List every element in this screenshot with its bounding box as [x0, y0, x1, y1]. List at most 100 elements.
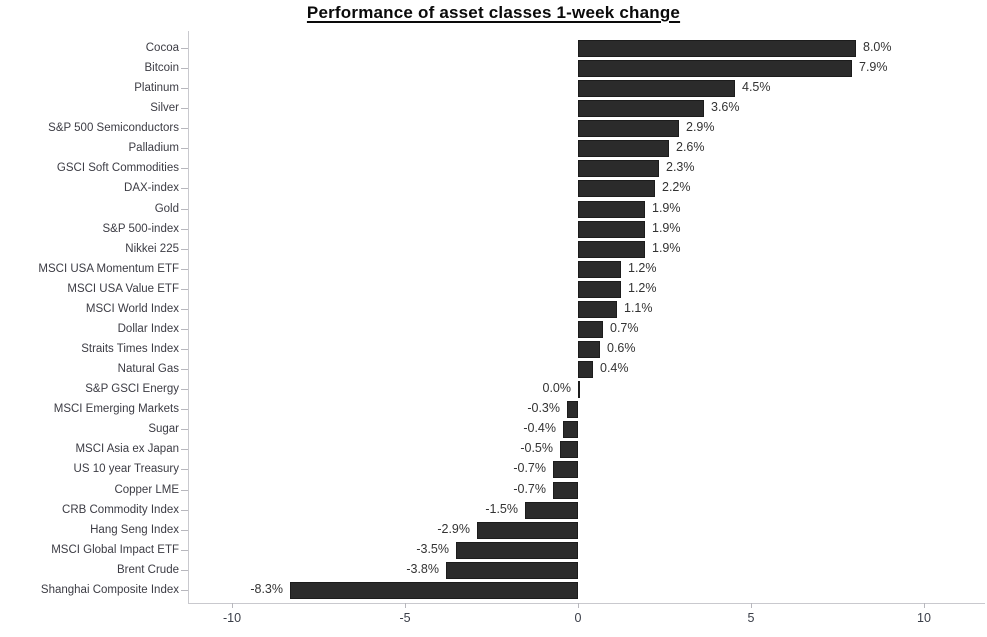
- category-label: S&P GSCI Energy: [85, 383, 179, 395]
- bar: [290, 582, 578, 599]
- bar: [578, 301, 617, 318]
- category-tick-mark: [181, 108, 188, 109]
- value-label: -3.8%: [406, 562, 439, 576]
- value-label: 0.6%: [607, 341, 636, 355]
- category-tick-mark: [181, 148, 188, 149]
- x-axis-tick-mark: [405, 603, 406, 608]
- category-tick-mark: [181, 289, 188, 290]
- category-tick-mark: [181, 429, 188, 430]
- bar: [578, 261, 621, 278]
- bar: [477, 522, 578, 539]
- bar: [578, 180, 655, 197]
- value-label: 1.9%: [652, 221, 681, 235]
- value-label: -2.9%: [437, 522, 470, 536]
- category-label: Bitcoin: [144, 62, 179, 74]
- x-axis-tick-mark: [751, 603, 752, 608]
- category-tick-mark: [181, 469, 188, 470]
- category-label: MSCI World Index: [85, 303, 179, 315]
- category-tick-mark: [181, 209, 188, 210]
- value-label: 0.0%: [542, 381, 572, 395]
- category-label: Hang Seng Index: [90, 524, 179, 536]
- bar: [578, 40, 856, 57]
- category-label: US 10 year Treasury: [73, 463, 179, 475]
- category-tick-mark: [181, 249, 188, 250]
- value-label: -0.7%: [513, 482, 546, 496]
- category-tick-mark: [181, 389, 188, 390]
- bar: [446, 562, 578, 579]
- category-label: Silver: [150, 102, 179, 114]
- bar: [578, 80, 735, 97]
- x-axis-line: [188, 603, 985, 604]
- value-label: 1.1%: [624, 301, 653, 315]
- category-tick-mark: [181, 490, 188, 491]
- category-label: Palladium: [128, 142, 180, 154]
- value-label: -8.3%: [250, 582, 283, 596]
- category-label: Sugar: [148, 423, 179, 435]
- bar: [578, 140, 669, 157]
- x-axis-tick-label: -5: [399, 611, 411, 625]
- value-label: -1.5%: [485, 502, 518, 516]
- category-tick-mark: [181, 48, 188, 49]
- bar: [456, 542, 578, 559]
- category-tick-mark: [181, 329, 188, 330]
- value-label: 7.9%: [859, 60, 888, 74]
- category-label: S&P 500-index: [102, 223, 179, 235]
- category-label: MSCI Asia ex Japan: [75, 443, 179, 455]
- value-label: -0.3%: [527, 401, 560, 415]
- category-tick-mark: [181, 530, 188, 531]
- value-label: 1.9%: [652, 241, 681, 255]
- bar: [578, 321, 603, 338]
- category-label: MSCI Global Impact ETF: [51, 544, 179, 556]
- category-tick-mark: [181, 349, 188, 350]
- value-label: 2.9%: [686, 120, 715, 134]
- category-tick-mark: [181, 188, 188, 189]
- category-tick-mark: [181, 550, 188, 551]
- bar: [578, 201, 645, 218]
- category-label: S&P 500 Semiconductors: [48, 122, 179, 134]
- x-axis-tick-mark: [924, 603, 925, 608]
- y-axis-spine: [188, 31, 189, 603]
- x-axis-tick-mark: [578, 603, 579, 608]
- bar: [553, 482, 578, 499]
- category-label: Copper LME: [114, 484, 179, 496]
- bar: [578, 361, 593, 378]
- bar: [578, 341, 600, 358]
- value-label: 2.6%: [676, 140, 705, 154]
- bar: [578, 160, 659, 177]
- bar: [553, 461, 578, 478]
- category-tick-mark: [181, 168, 188, 169]
- value-label: 8.0%: [863, 40, 892, 54]
- category-tick-mark: [181, 369, 188, 370]
- category-label: Natural Gas: [117, 363, 179, 375]
- category-label: MSCI USA Momentum ETF: [38, 263, 179, 275]
- value-label: 1.2%: [628, 261, 657, 275]
- category-tick-mark: [181, 88, 188, 89]
- bar: [578, 120, 679, 137]
- value-label: -3.5%: [416, 542, 449, 556]
- bar: [578, 281, 621, 298]
- category-label: Platinum: [134, 82, 179, 94]
- chart-title: Performance of asset classes 1-week chan…: [306, 3, 681, 22]
- category-tick-mark: [181, 269, 188, 270]
- x-axis-tick-label: 5: [747, 611, 755, 625]
- category-label: MSCI USA Value ETF: [67, 283, 179, 295]
- category-label: DAX-index: [124, 182, 179, 194]
- value-label: 2.2%: [662, 180, 691, 194]
- bar: [563, 421, 578, 438]
- category-label: Shanghai Composite Index: [40, 584, 179, 596]
- bar: [578, 60, 852, 77]
- bar: [560, 441, 578, 458]
- category-tick-mark: [181, 229, 188, 230]
- category-tick-mark: [181, 309, 188, 310]
- value-label: 4.5%: [742, 80, 771, 94]
- category-tick-mark: [181, 68, 188, 69]
- bar: [578, 221, 645, 238]
- x-axis-tick-label: -10: [222, 611, 242, 625]
- value-label: 0.4%: [600, 361, 629, 375]
- value-label: -0.5%: [520, 441, 553, 455]
- value-label: 1.2%: [628, 281, 657, 295]
- value-label: -0.7%: [513, 461, 546, 475]
- category-tick-mark: [181, 510, 188, 511]
- category-label: GSCI Soft Commodities: [56, 162, 179, 174]
- bar: [578, 241, 645, 258]
